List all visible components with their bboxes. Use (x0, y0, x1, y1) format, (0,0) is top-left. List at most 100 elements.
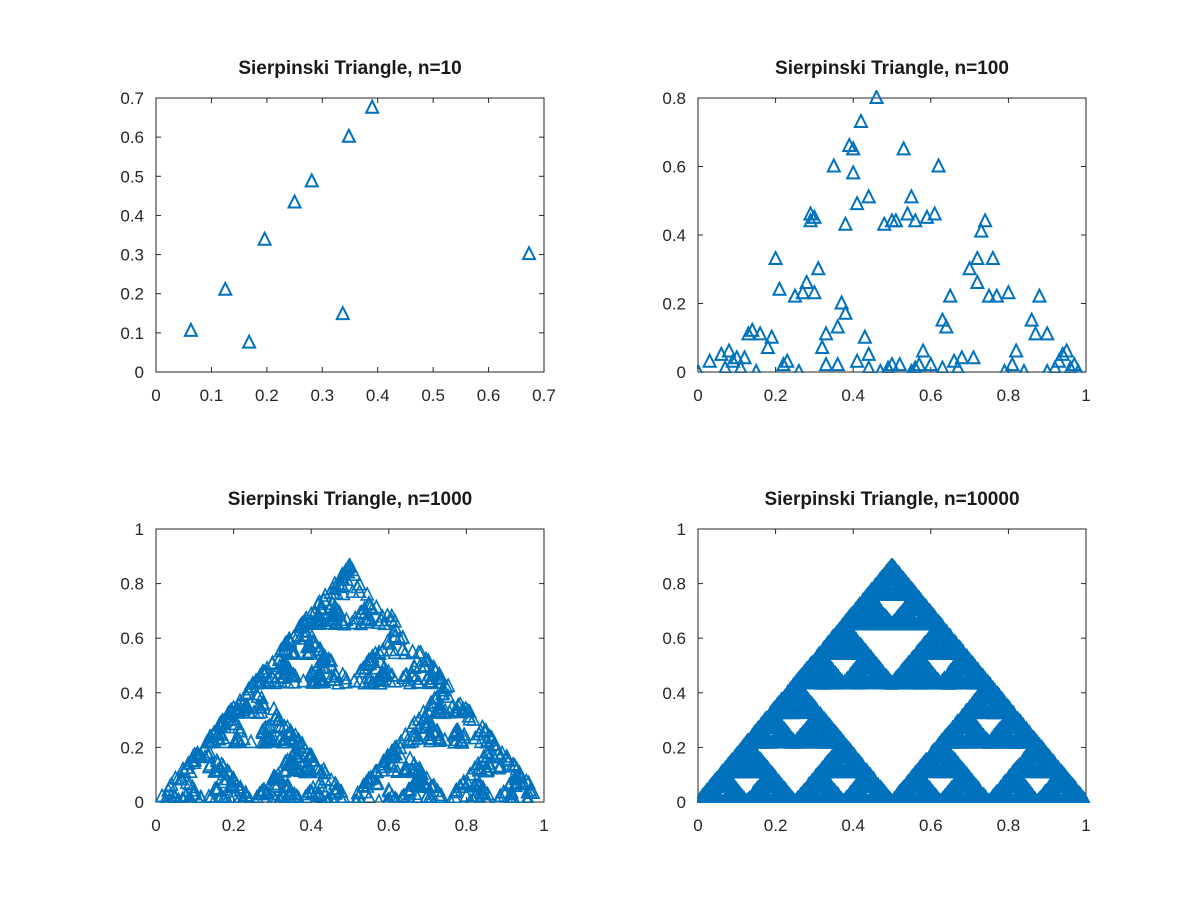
data-point (818, 325, 834, 341)
data-point (223, 704, 239, 720)
data-point (290, 626, 306, 642)
y-tick-label: 0.2 (120, 738, 144, 757)
data-point (475, 779, 491, 794)
data-point (299, 626, 314, 642)
data-point (408, 785, 423, 801)
data-point (818, 355, 834, 372)
data-point (357, 674, 372, 690)
data-point (474, 791, 487, 803)
data-point (861, 188, 877, 204)
data-point (268, 707, 284, 722)
data-point (335, 566, 350, 581)
data-point (341, 127, 357, 143)
data-point (833, 294, 850, 310)
data-point (375, 671, 391, 686)
data-point (414, 765, 430, 780)
data-point (401, 733, 417, 749)
data-point (266, 768, 282, 783)
data-point (1039, 325, 1055, 341)
y-tick-label: 0.4 (120, 684, 144, 703)
data-point (432, 700, 448, 715)
data-point (432, 788, 448, 803)
data-point (328, 601, 344, 616)
data-point (793, 362, 804, 373)
data-point (1066, 355, 1082, 372)
data-point (973, 222, 989, 238)
data-point (352, 575, 367, 591)
data-point (520, 783, 535, 799)
x-tick-label: 0.4 (299, 816, 323, 835)
data-point (254, 785, 269, 801)
data-point (410, 762, 426, 778)
data-point (167, 792, 179, 803)
data-point (760, 338, 776, 355)
data-point (845, 140, 861, 156)
data-point (257, 230, 273, 246)
x-tick-label: 0 (693, 816, 702, 835)
data-point (217, 280, 233, 296)
data-point (232, 692, 248, 708)
x-tick-label: 0.1 (200, 386, 224, 405)
data-point (853, 112, 869, 128)
data-point (449, 782, 464, 797)
data-point (284, 748, 300, 764)
data-point (423, 730, 438, 745)
data-point (923, 355, 939, 372)
data-point (892, 355, 908, 372)
data-point (989, 287, 1005, 303)
data-point (470, 755, 486, 771)
data-point (231, 719, 247, 734)
y-tick-label: 0.2 (662, 738, 686, 757)
data-point (446, 734, 462, 749)
data-point (806, 283, 823, 300)
data-point (305, 779, 321, 795)
x-tick-label: 0.4 (841, 386, 865, 405)
x-tick-label: 0.6 (919, 816, 943, 835)
y-tick-label: 0.6 (662, 158, 686, 177)
data-point (238, 697, 254, 712)
data-point (977, 212, 993, 228)
data-point (300, 645, 315, 661)
data-point (779, 352, 795, 368)
data-point (359, 613, 374, 629)
data-point (1018, 362, 1030, 373)
data-point (302, 783, 318, 798)
data-point (1008, 342, 1024, 358)
data-point (799, 273, 815, 289)
data-point (276, 659, 292, 675)
x-tick-label: 1 (1081, 386, 1090, 405)
x-tick-label: 0 (151, 386, 160, 405)
data-point (216, 729, 231, 745)
data-point (333, 782, 349, 798)
data-point (362, 651, 378, 667)
data-point (229, 700, 244, 716)
data-point (702, 352, 718, 368)
data-point (172, 793, 183, 803)
data-point (450, 702, 465, 718)
data-point (283, 725, 299, 740)
data-point (316, 761, 332, 776)
data-point (245, 675, 261, 690)
data-point (424, 717, 440, 732)
y-tick-label: 0.2 (120, 285, 144, 304)
y-tick-label: 0.7 (120, 89, 144, 108)
data-point (315, 612, 330, 627)
data-point (431, 674, 446, 689)
data-point (969, 273, 985, 289)
data-point (775, 355, 791, 372)
data-point (935, 359, 950, 373)
data-point (279, 777, 295, 793)
data-point (346, 672, 362, 688)
data-point (830, 318, 846, 334)
data-point (186, 748, 201, 764)
y-tick-label: 0.3 (120, 246, 144, 265)
data-point (767, 249, 784, 265)
data-point (837, 215, 854, 231)
data-point (908, 359, 923, 373)
data-point (275, 733, 291, 749)
x-tick-label: 0.8 (997, 386, 1021, 405)
x-tick-label: 1 (539, 816, 548, 835)
data-point (335, 304, 351, 321)
data-point (160, 782, 176, 797)
